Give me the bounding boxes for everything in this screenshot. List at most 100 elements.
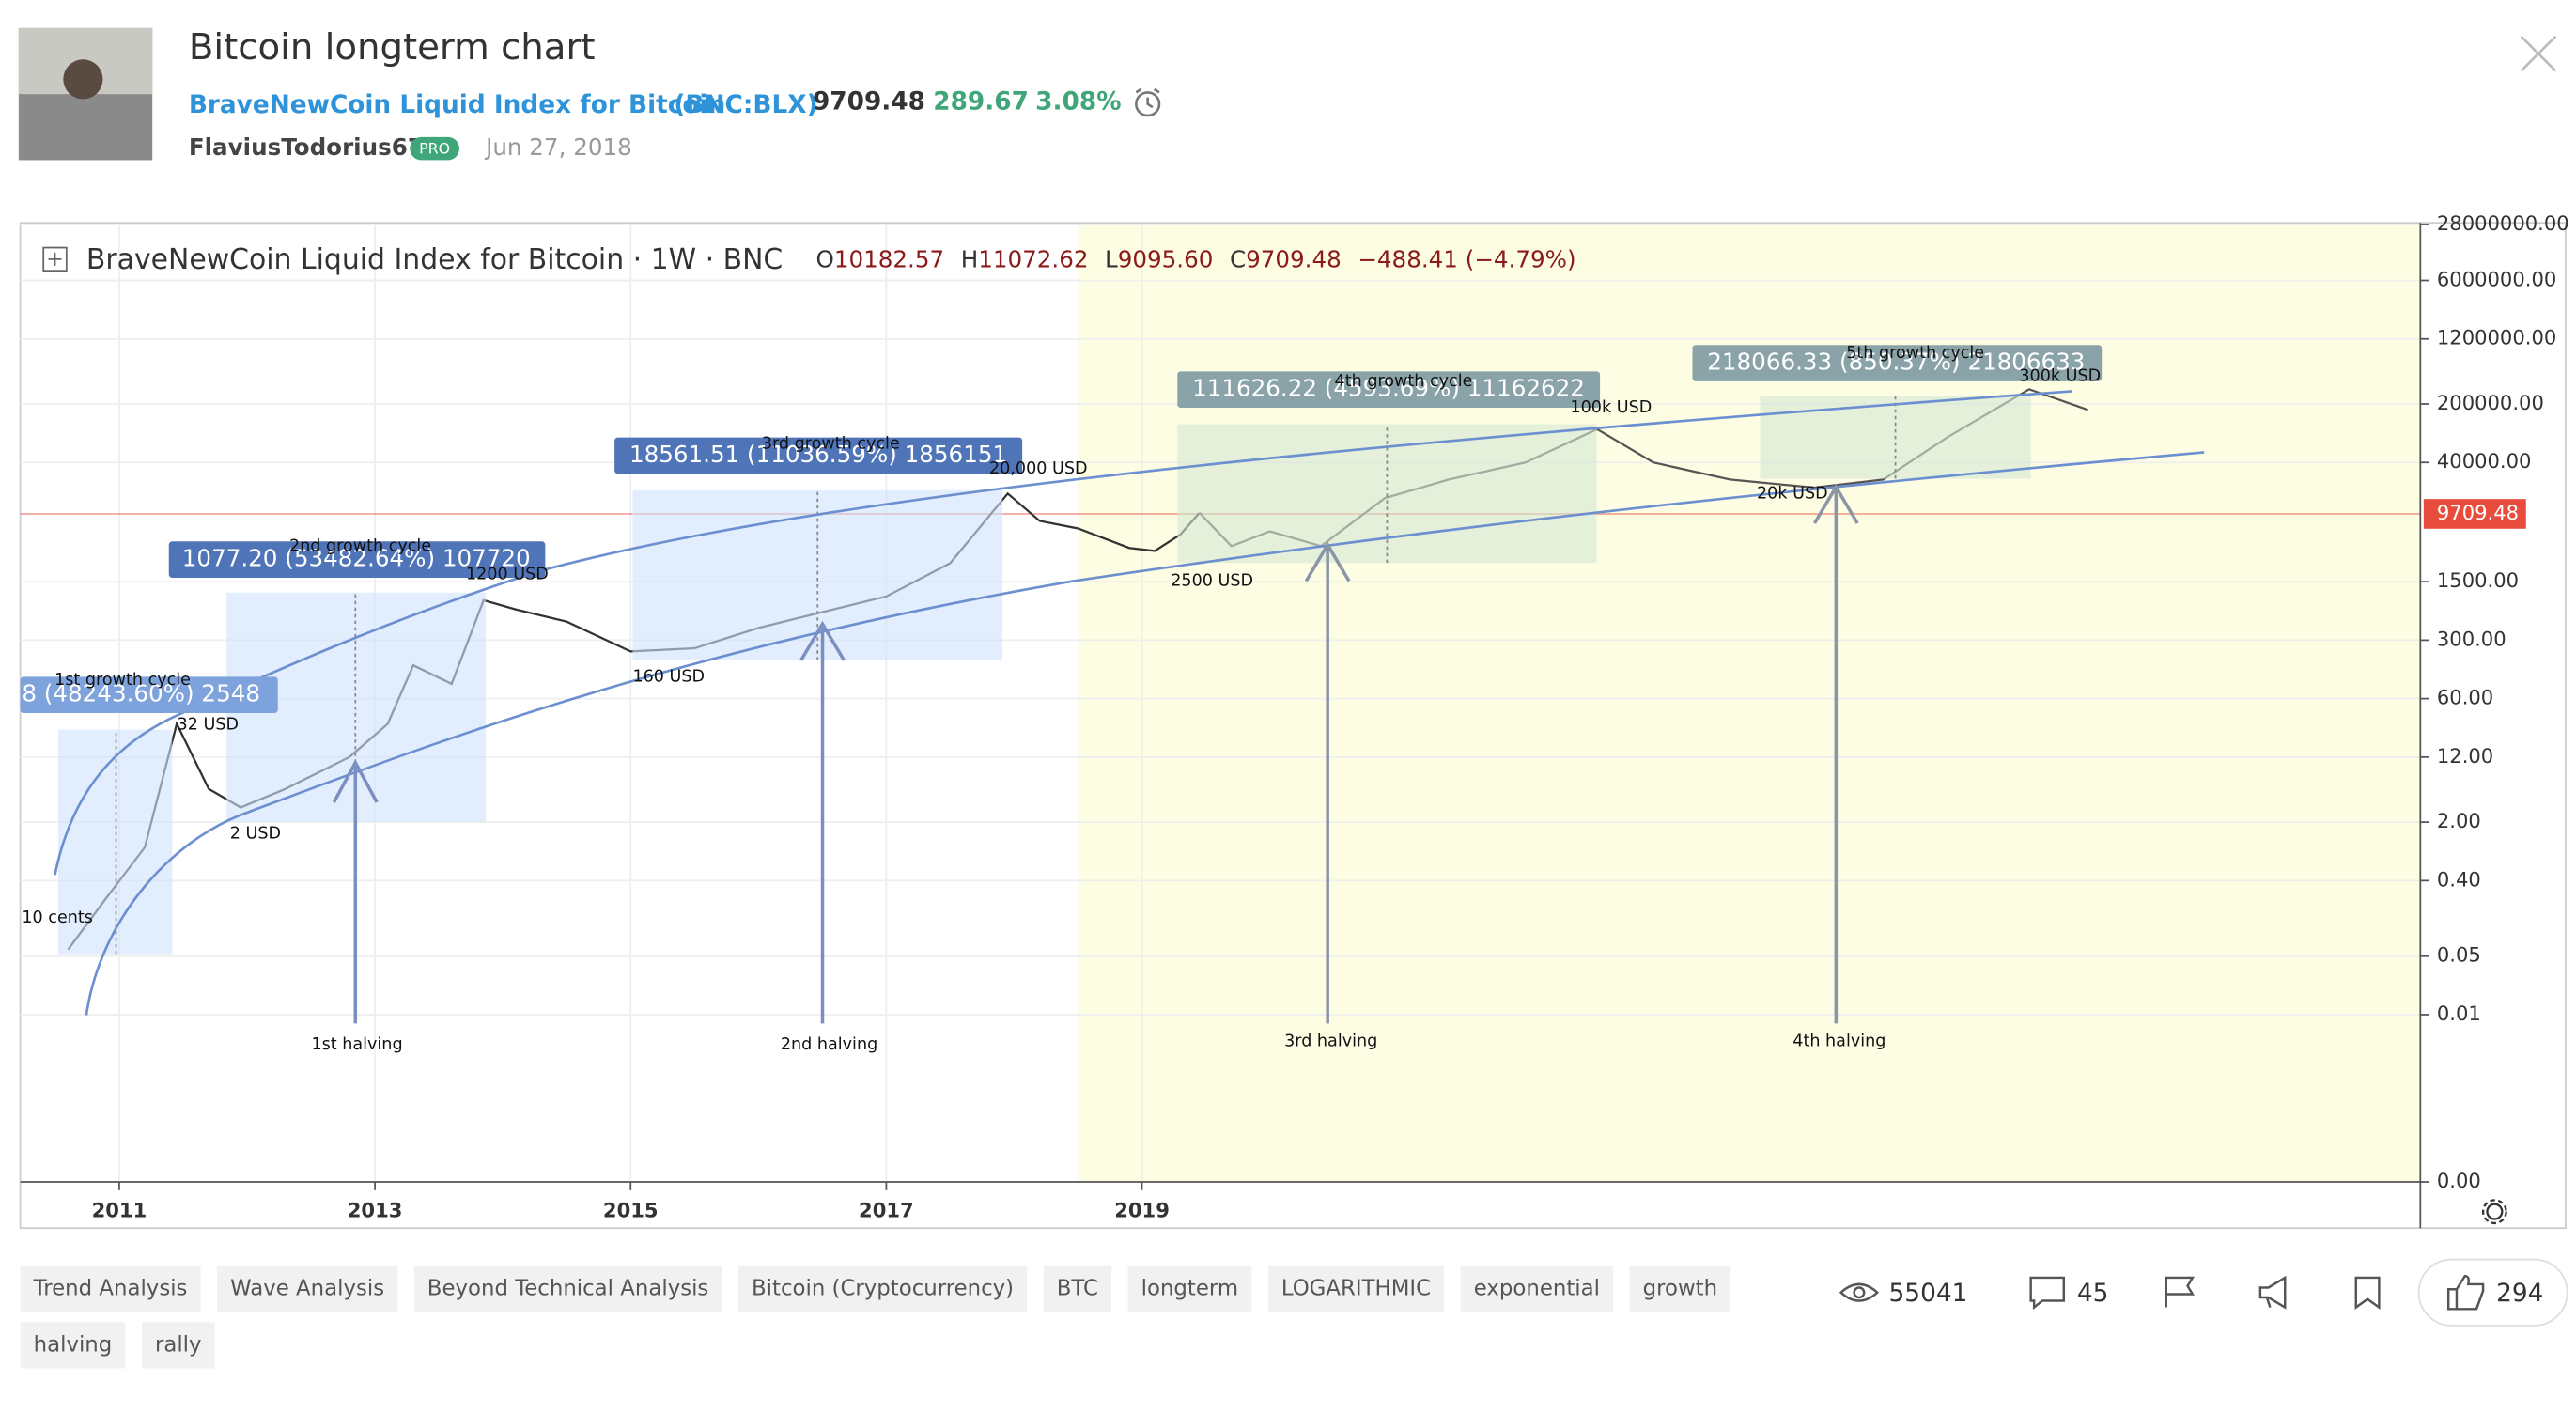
price-label: 2500 USD [1171, 571, 1253, 590]
symbol-change-pct: 3.08% [1035, 87, 1121, 116]
price-label: 10 cents [22, 908, 93, 927]
x-tick-label: 2017 [859, 1199, 914, 1222]
legend-toggle-icon [48, 252, 62, 266]
legend-toggle[interactable] [42, 246, 68, 272]
legend-title: BraveNewCoin Liquid Index for Bitcoin · … [86, 243, 783, 276]
views-icon-pupil [1853, 1286, 1866, 1299]
tag-chip[interactable] [217, 1265, 398, 1312]
price-label: 2 USD [230, 824, 281, 843]
x-tick-label: 2019 [1114, 1199, 1170, 1222]
ohlc-change: −488.41 (−4.79%) [1358, 246, 1575, 273]
tag-chip[interactable] [413, 1265, 722, 1312]
halving-label: 3rd halving [1284, 1033, 1377, 1051]
box-label: 111626.22 (4593.69%) 11162622 [1192, 375, 1585, 402]
tag-label: longterm [1141, 1277, 1238, 1301]
alert-icon[interactable] [1135, 87, 1161, 117]
symbol-name[interactable]: BraveNewCoin Liquid Index for Bitcoin [189, 91, 725, 119]
y-tick-label: 200000.00 [2437, 391, 2544, 414]
tag-label: Bitcoin (Cryptocurrency) [752, 1277, 1014, 1301]
price-label: 100k USD [1570, 398, 1652, 417]
x-tick-label: 2015 [603, 1199, 659, 1222]
ohlc-key: C [1230, 246, 1246, 273]
tag-chip[interactable] [1267, 1265, 1445, 1312]
cycle-label: 1st growth cycle [54, 671, 191, 690]
comments-icon[interactable] [2029, 1276, 2066, 1311]
y-tick-label: 6000000.00 [2437, 268, 2556, 291]
y-tick-label: 0.01 [2437, 1002, 2481, 1025]
cycle-label: 5th growth cycle [1846, 344, 1984, 363]
box-label-bg [1692, 345, 2103, 381]
stats: 55041 45 294 [1839, 1258, 2568, 1327]
tag-chip[interactable] [20, 1322, 126, 1369]
price-label: 20k USD [1757, 484, 1828, 503]
symbol-price: 9709.48 [813, 87, 925, 116]
report-icon[interactable] [2165, 1276, 2196, 1308]
price-label: 1200 USD [466, 565, 549, 583]
halving-label: 1st halving [311, 1035, 402, 1054]
cycle-label: 2nd growth cycle [289, 537, 431, 556]
share-icon[interactable] [2258, 1275, 2287, 1310]
tag-label: LOGARITHMIC [1281, 1277, 1431, 1301]
box-label-bg [20, 676, 278, 714]
y-tick-label: 0.05 [2437, 943, 2481, 967]
tag-label: rally [155, 1332, 202, 1357]
y-tick-label: 1500.00 [2437, 568, 2519, 592]
tag-label: Trend Analysis [33, 1277, 188, 1301]
bookmark-icon[interactable] [2354, 1276, 2381, 1310]
x-tick-label: 2013 [348, 1199, 403, 1222]
y-tick-label: 60.00 [2437, 686, 2493, 709]
halving-label: 2nd halving [781, 1035, 877, 1054]
series-line [67, 491, 1201, 951]
y-tick-label: 12.00 [2437, 744, 2493, 768]
tag-chip[interactable] [1043, 1265, 1112, 1312]
tag-chip[interactable] [737, 1265, 1028, 1312]
box-label: 18561.51 (11036.59%) 1856151 [629, 441, 1007, 468]
box-label-bg [1177, 371, 1601, 408]
idea-title: Bitcoin longterm chart [189, 26, 596, 69]
tag-chip[interactable] [1460, 1265, 1614, 1312]
pro-badge [410, 136, 459, 161]
avatar-head [63, 59, 103, 100]
box-label: 218066.33 (850.37%) 21806633 [1707, 349, 2085, 376]
price-label: 20,000 USD [989, 459, 1088, 478]
ohlc-value: 10182.57 [834, 246, 944, 273]
ohlc: O 10182.57 H 11072.62 L 9095.60 C 9709.48 −488.4… [815, 246, 1575, 273]
y-tick-label: 2.00 [2437, 809, 2481, 832]
like-button[interactable] [2417, 1258, 2568, 1327]
tag-chip[interactable] [1127, 1265, 1252, 1312]
halving-label: 4th halving [1792, 1033, 1885, 1051]
views-count: 55041 [1889, 1280, 1968, 1308]
cycle-label: 3rd growth cycle [762, 435, 900, 454]
y-tick-label: 40000.00 [2437, 449, 2532, 473]
y-tick-label: 0.00 [2437, 1169, 2481, 1192]
like-icon [2446, 1274, 2485, 1311]
symbol-change: 289.67 [933, 87, 1029, 116]
price-label: 32 USD [178, 715, 239, 734]
tags: Trend Analysis Wave Analysis Beyond Techni… [20, 1265, 1731, 1369]
settings-icon[interactable] [2481, 1199, 2507, 1225]
cycle-label: 4th growth cycle [1335, 372, 1473, 391]
ohlc-value: 11072.62 [978, 246, 1088, 273]
tag-chip[interactable] [1629, 1265, 1731, 1312]
price-label: 160 USD [632, 667, 705, 686]
author[interactable]: FlaviusTodorius67 [189, 133, 424, 161]
tag-label: growth [1643, 1277, 1717, 1301]
ohlc-value: 9709.48 [1246, 246, 1342, 273]
close-button[interactable] [2520, 35, 2557, 72]
tag-label: Wave Analysis [230, 1277, 384, 1301]
tag-label: BTC [1057, 1277, 1098, 1301]
tag-chip[interactable] [141, 1322, 215, 1369]
chart-legend: BraveNewCoin Liquid Index for Bitcoin · … [42, 243, 1576, 276]
views-icon [1839, 1282, 1880, 1302]
tag-chip[interactable] [20, 1265, 201, 1312]
tag-label: halving [34, 1332, 113, 1357]
publish-date: Jun 27, 2018 [484, 133, 632, 161]
tag-label: exponential [1474, 1277, 1600, 1301]
ohlc-key: O [815, 246, 833, 273]
ohlc-key: H [961, 246, 978, 273]
last-price-label: 9709.48 [2437, 501, 2519, 524]
symbol-code[interactable]: (BNC:BLX) [674, 91, 817, 119]
y-tick-label: 28000000.00 [2437, 211, 2569, 235]
